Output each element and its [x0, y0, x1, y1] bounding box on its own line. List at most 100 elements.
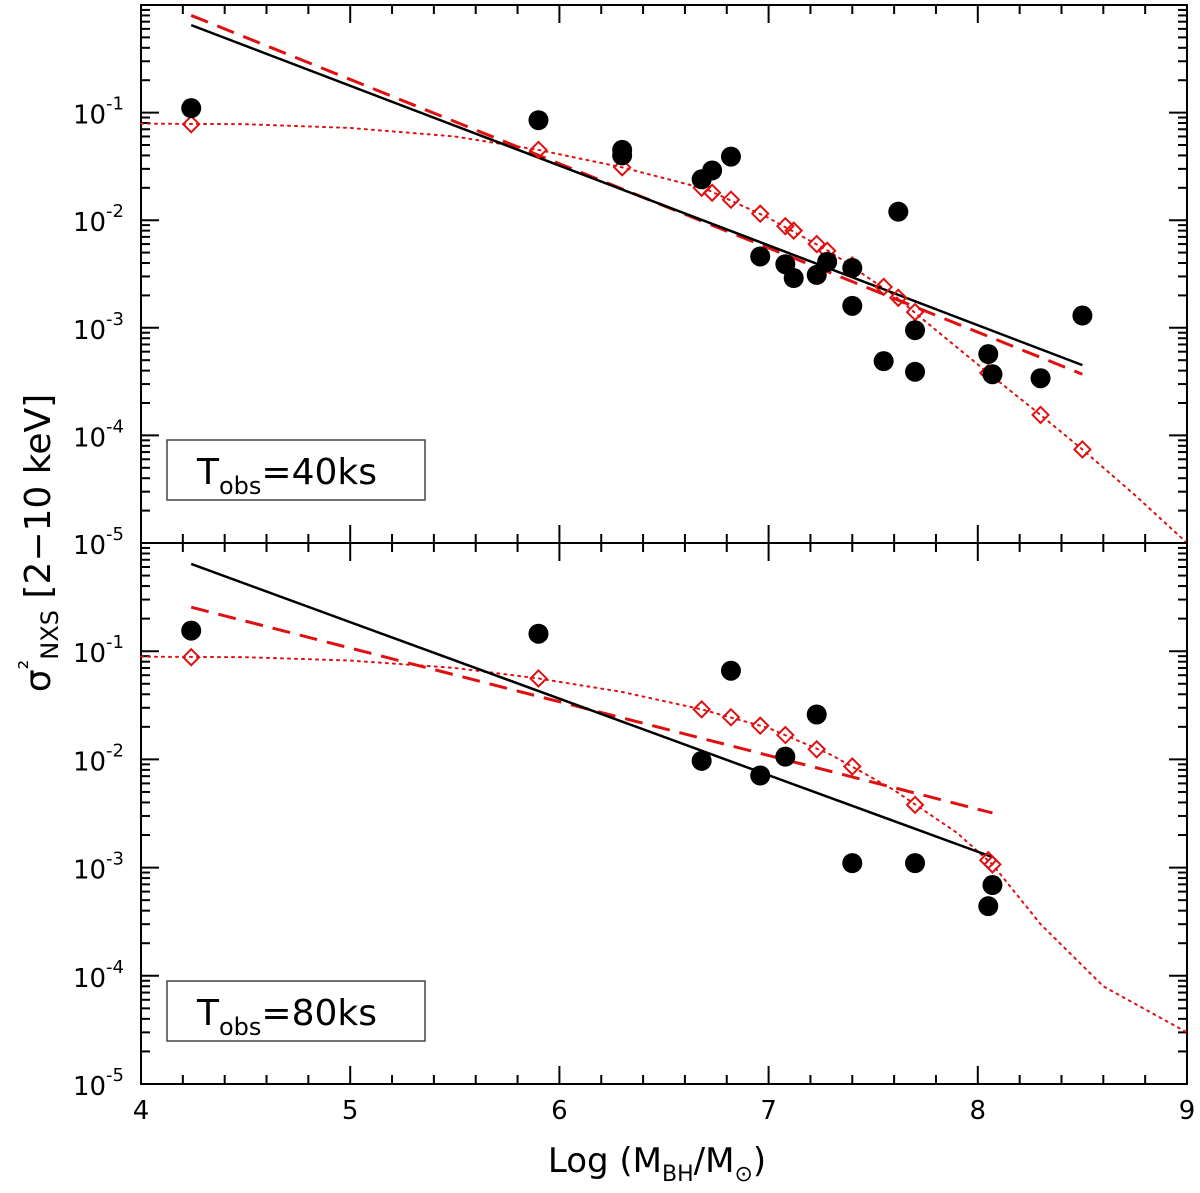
model-point — [1031, 405, 1050, 425]
y-tick-base: 10 — [73, 101, 106, 131]
model-point — [905, 795, 925, 815]
model-point — [529, 140, 548, 160]
panel-label: Tobs=40ks — [196, 452, 377, 500]
y-tick-label: 10-2 — [73, 740, 124, 777]
fit-dashed — [190, 605, 993, 815]
observed-point — [720, 146, 741, 167]
observed-point — [720, 660, 741, 681]
model-point — [807, 234, 827, 254]
y-tick-label: 10-3 — [73, 309, 124, 346]
x-tick-label: 7 — [760, 1096, 777, 1126]
observed-point — [842, 257, 863, 278]
observed-point — [528, 623, 549, 644]
model-point — [888, 288, 908, 308]
observed-point — [905, 853, 926, 874]
y-tick-label: 10-2 — [73, 201, 124, 238]
panel-label-sub: obs — [219, 472, 261, 500]
y-tick-base: 10 — [73, 531, 106, 561]
model-point — [721, 190, 741, 210]
y-tick-label: 10-5 — [73, 1065, 124, 1102]
model-point — [842, 757, 862, 776]
y-tick-label: 10-4 — [73, 957, 124, 994]
model-point — [905, 302, 925, 322]
model-point — [529, 669, 548, 688]
observed-point — [181, 98, 202, 119]
observed-point — [750, 765, 771, 786]
observed-point — [905, 361, 926, 382]
x-tick-label: 4 — [133, 1096, 150, 1126]
model-point — [612, 157, 632, 177]
model-point — [750, 716, 770, 736]
y-tick-base: 10 — [73, 964, 106, 994]
y-tick-label: 10-1 — [73, 632, 124, 669]
y-tick-label: 10-5 — [73, 524, 124, 561]
observed-point — [842, 295, 863, 316]
observed-point — [750, 246, 771, 267]
x-tick-label: 5 — [342, 1096, 359, 1126]
observed-point — [982, 364, 1003, 385]
fit-solid — [190, 562, 993, 859]
y-tick-exponent: -4 — [106, 416, 124, 437]
model-point — [775, 725, 795, 745]
observed-point — [528, 110, 549, 131]
plot-frame — [140, 542, 1188, 1085]
panel-label: Tobs=80ks — [196, 993, 377, 1041]
y-tick-base: 10 — [73, 423, 106, 453]
y-tick-exponent: -3 — [106, 849, 124, 870]
fit-solid — [190, 23, 1083, 367]
model-point — [874, 277, 894, 297]
y-tick-base: 10 — [73, 1072, 106, 1102]
observed-point — [775, 746, 796, 767]
panel-label-box — [166, 980, 426, 1042]
y-tick-exponent: -1 — [106, 94, 124, 115]
y-tick-exponent: -2 — [106, 740, 124, 761]
x-tick-label: 8 — [970, 1096, 987, 1126]
observed-point — [1072, 305, 1093, 326]
y-tick-label: 10-3 — [73, 849, 124, 886]
observed-point — [978, 896, 999, 917]
observed-point — [888, 201, 909, 222]
model-point — [1072, 440, 1092, 459]
observed-point — [181, 620, 202, 641]
model-point — [983, 855, 1002, 874]
x-tick-label: 9 — [1179, 1096, 1196, 1126]
panel-label-value: =80ks — [261, 993, 377, 1034]
y-tick-exponent: -4 — [106, 957, 124, 978]
y-tick-label: 10-1 — [73, 94, 124, 131]
model-curve — [140, 122, 1188, 544]
model-point — [181, 647, 201, 667]
y-tick-base: 10 — [73, 856, 106, 886]
model-point — [692, 699, 712, 719]
panel-label-box — [166, 439, 426, 501]
observed-point — [806, 704, 827, 725]
observed-point — [842, 853, 863, 874]
y-axis-title: σ²NXS [2−10 keV] — [14, 394, 64, 692]
observed-point — [612, 145, 633, 166]
observed-point — [1030, 368, 1051, 389]
observed-point — [982, 875, 1003, 896]
model-curve — [140, 655, 1188, 1034]
observed-point — [783, 268, 804, 289]
model-point — [784, 221, 804, 241]
observed-point — [817, 251, 838, 272]
y-tick-exponent: -1 — [106, 632, 124, 653]
y-tick-exponent: -2 — [106, 201, 124, 222]
observed-point — [978, 344, 999, 365]
observed-point — [691, 750, 712, 771]
observed-point — [702, 160, 723, 181]
model-point — [702, 183, 722, 203]
model-point — [807, 739, 827, 759]
model-point — [721, 707, 741, 727]
y-tick-label: 10-4 — [73, 416, 124, 453]
observed-point — [905, 320, 926, 341]
panel-label-sub: obs — [219, 1013, 261, 1041]
model-point — [775, 216, 795, 236]
model-point — [181, 114, 201, 134]
model-point — [750, 204, 770, 224]
x-axis-title: Log (MBH/M⊙) — [548, 1141, 766, 1187]
y-tick-exponent: -3 — [106, 309, 124, 330]
y-tick-base: 10 — [73, 639, 106, 669]
